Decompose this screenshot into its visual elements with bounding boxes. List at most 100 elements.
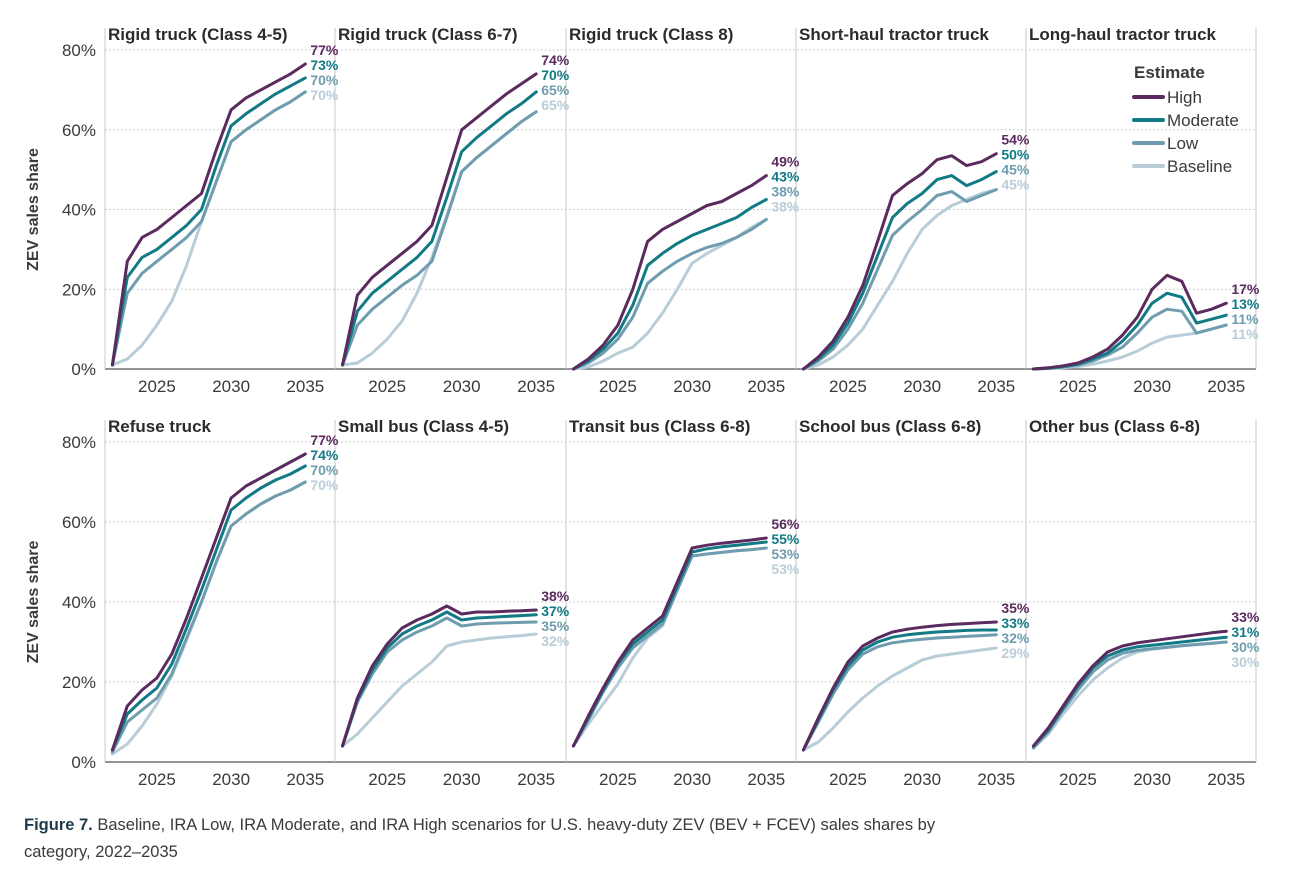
end-label-baseline: 30% bbox=[1231, 654, 1260, 670]
x-tick-label: 2035 bbox=[977, 770, 1015, 789]
panel-title: Refuse truck bbox=[108, 417, 212, 436]
x-tick-label: 2030 bbox=[903, 770, 941, 789]
figure-caption: Figure 7. Baseline, IRA Low, IRA Moderat… bbox=[24, 812, 984, 866]
x-tick-label: 2025 bbox=[599, 770, 637, 789]
x-tick-label: 2035 bbox=[977, 377, 1015, 396]
series-line-moderate bbox=[1031, 291, 1228, 371]
end-label-high: 35% bbox=[1001, 600, 1030, 616]
end-label-moderate: 55% bbox=[771, 531, 800, 547]
series-line-baseline bbox=[110, 90, 307, 367]
x-tick-label: 2030 bbox=[443, 377, 481, 396]
series-line-low bbox=[110, 480, 307, 754]
y-axis-title: ZEV sales share bbox=[25, 148, 42, 271]
series-line-baseline bbox=[571, 546, 768, 748]
panel-title: Short-haul tractor truck bbox=[799, 25, 989, 44]
end-label-baseline: 45% bbox=[1001, 177, 1030, 193]
panel-title: Long-haul tractor truck bbox=[1029, 25, 1217, 44]
y-tick-label: 40% bbox=[62, 593, 96, 612]
end-label-baseline: 32% bbox=[541, 633, 570, 649]
x-tick-label: 2025 bbox=[829, 770, 867, 789]
series-line-low bbox=[341, 616, 538, 748]
end-label-moderate: 43% bbox=[771, 169, 800, 185]
x-tick-label: 2030 bbox=[1133, 770, 1171, 789]
end-label-high: 77% bbox=[310, 432, 339, 448]
y-axis-title: ZEV sales share bbox=[25, 541, 42, 664]
series-line-high bbox=[571, 536, 768, 748]
x-tick-label: 2035 bbox=[1207, 770, 1245, 789]
series-line-moderate bbox=[801, 170, 998, 371]
end-label-moderate: 33% bbox=[1001, 615, 1030, 631]
end-label-moderate: 50% bbox=[1001, 147, 1030, 163]
small-multiples-chart: 0% 20% 40% 60% 80% ZEV sales share 0% 20% 40% 60%… bbox=[25, 25, 1260, 789]
x-tick-label: 2025 bbox=[368, 770, 406, 789]
x-tick-label: 2030 bbox=[1133, 377, 1171, 396]
series-line-moderate bbox=[341, 90, 538, 367]
end-label-moderate: 74% bbox=[310, 447, 339, 463]
end-label-moderate: 31% bbox=[1231, 624, 1260, 640]
x-tick-label: 2035 bbox=[517, 377, 555, 396]
legend-title: Estimate bbox=[1134, 63, 1205, 82]
series-line-low bbox=[801, 188, 998, 371]
end-label-low: 70% bbox=[310, 72, 339, 88]
end-label-baseline: 29% bbox=[1001, 645, 1030, 661]
end-label-high: 77% bbox=[310, 42, 339, 58]
panel-title: Rigid truck (Class 4-5) bbox=[108, 25, 288, 44]
series-line-baseline bbox=[801, 646, 998, 752]
series-line-moderate bbox=[571, 198, 768, 371]
end-label-low: 35% bbox=[541, 618, 570, 634]
series-line-baseline bbox=[110, 480, 307, 756]
x-tick-label: 2035 bbox=[517, 770, 555, 789]
series-line-low bbox=[571, 218, 768, 371]
chart-area: 0% 20% 40% 60% 80% ZEV sales share 0% 20% 40% 60%… bbox=[25, 25, 1260, 789]
legend-label-baseline: Baseline bbox=[1167, 157, 1232, 176]
panel-title: Small bus (Class 4-5) bbox=[338, 417, 509, 436]
end-label-high: 54% bbox=[1001, 132, 1030, 148]
legend-label-low: Low bbox=[1167, 134, 1199, 153]
end-label-high: 38% bbox=[541, 588, 570, 604]
x-tick-label: 2030 bbox=[673, 377, 711, 396]
y-tick-label: 0% bbox=[71, 360, 96, 379]
end-label-baseline: 11% bbox=[1231, 326, 1259, 342]
series-line-low bbox=[1031, 307, 1228, 371]
series-line-low bbox=[341, 110, 538, 367]
series-line-low bbox=[571, 546, 768, 748]
series-line-moderate bbox=[110, 464, 307, 752]
series-line-low bbox=[1031, 640, 1228, 750]
y-tick-label: 20% bbox=[62, 280, 96, 299]
end-label-low: 70% bbox=[310, 462, 339, 478]
x-tick-label: 2025 bbox=[1059, 377, 1097, 396]
x-tick-label: 2030 bbox=[212, 770, 250, 789]
end-label-high: 56% bbox=[771, 516, 800, 532]
end-label-baseline: 53% bbox=[771, 561, 800, 577]
x-tick-label: 2030 bbox=[212, 377, 250, 396]
series-line-baseline bbox=[341, 632, 538, 748]
series-line-low bbox=[801, 633, 998, 752]
x-tick-label: 2025 bbox=[368, 377, 406, 396]
x-tick-label: 2030 bbox=[443, 770, 481, 789]
x-tick-label: 2035 bbox=[1207, 377, 1245, 396]
series-line-low bbox=[110, 90, 307, 367]
end-label-baseline: 38% bbox=[771, 199, 800, 215]
series-line-high bbox=[341, 72, 538, 367]
series-line-high bbox=[801, 620, 998, 752]
y-tick-label: 0% bbox=[71, 753, 96, 772]
end-label-baseline: 70% bbox=[310, 477, 339, 493]
x-tick-label: 2030 bbox=[903, 377, 941, 396]
end-label-high: 17% bbox=[1231, 281, 1260, 297]
x-tick-label: 2035 bbox=[747, 770, 785, 789]
y-tick-label: 80% bbox=[62, 41, 96, 60]
panel-title: Rigid truck (Class 6-7) bbox=[338, 25, 518, 44]
series-line-baseline bbox=[1031, 640, 1228, 750]
x-tick-label: 2025 bbox=[138, 377, 176, 396]
x-tick-label: 2035 bbox=[747, 377, 785, 396]
legend-label-moderate: Moderate bbox=[1167, 111, 1239, 130]
series-line-moderate bbox=[110, 76, 307, 367]
x-tick-label: 2030 bbox=[673, 770, 711, 789]
x-tick-label: 2035 bbox=[286, 377, 324, 396]
end-label-low: 53% bbox=[771, 546, 800, 562]
series-line-moderate bbox=[341, 610, 538, 748]
series-line-high bbox=[110, 452, 307, 752]
end-label-low: 65% bbox=[541, 82, 570, 98]
end-label-low: 38% bbox=[771, 184, 800, 200]
end-label-moderate: 13% bbox=[1231, 296, 1260, 312]
